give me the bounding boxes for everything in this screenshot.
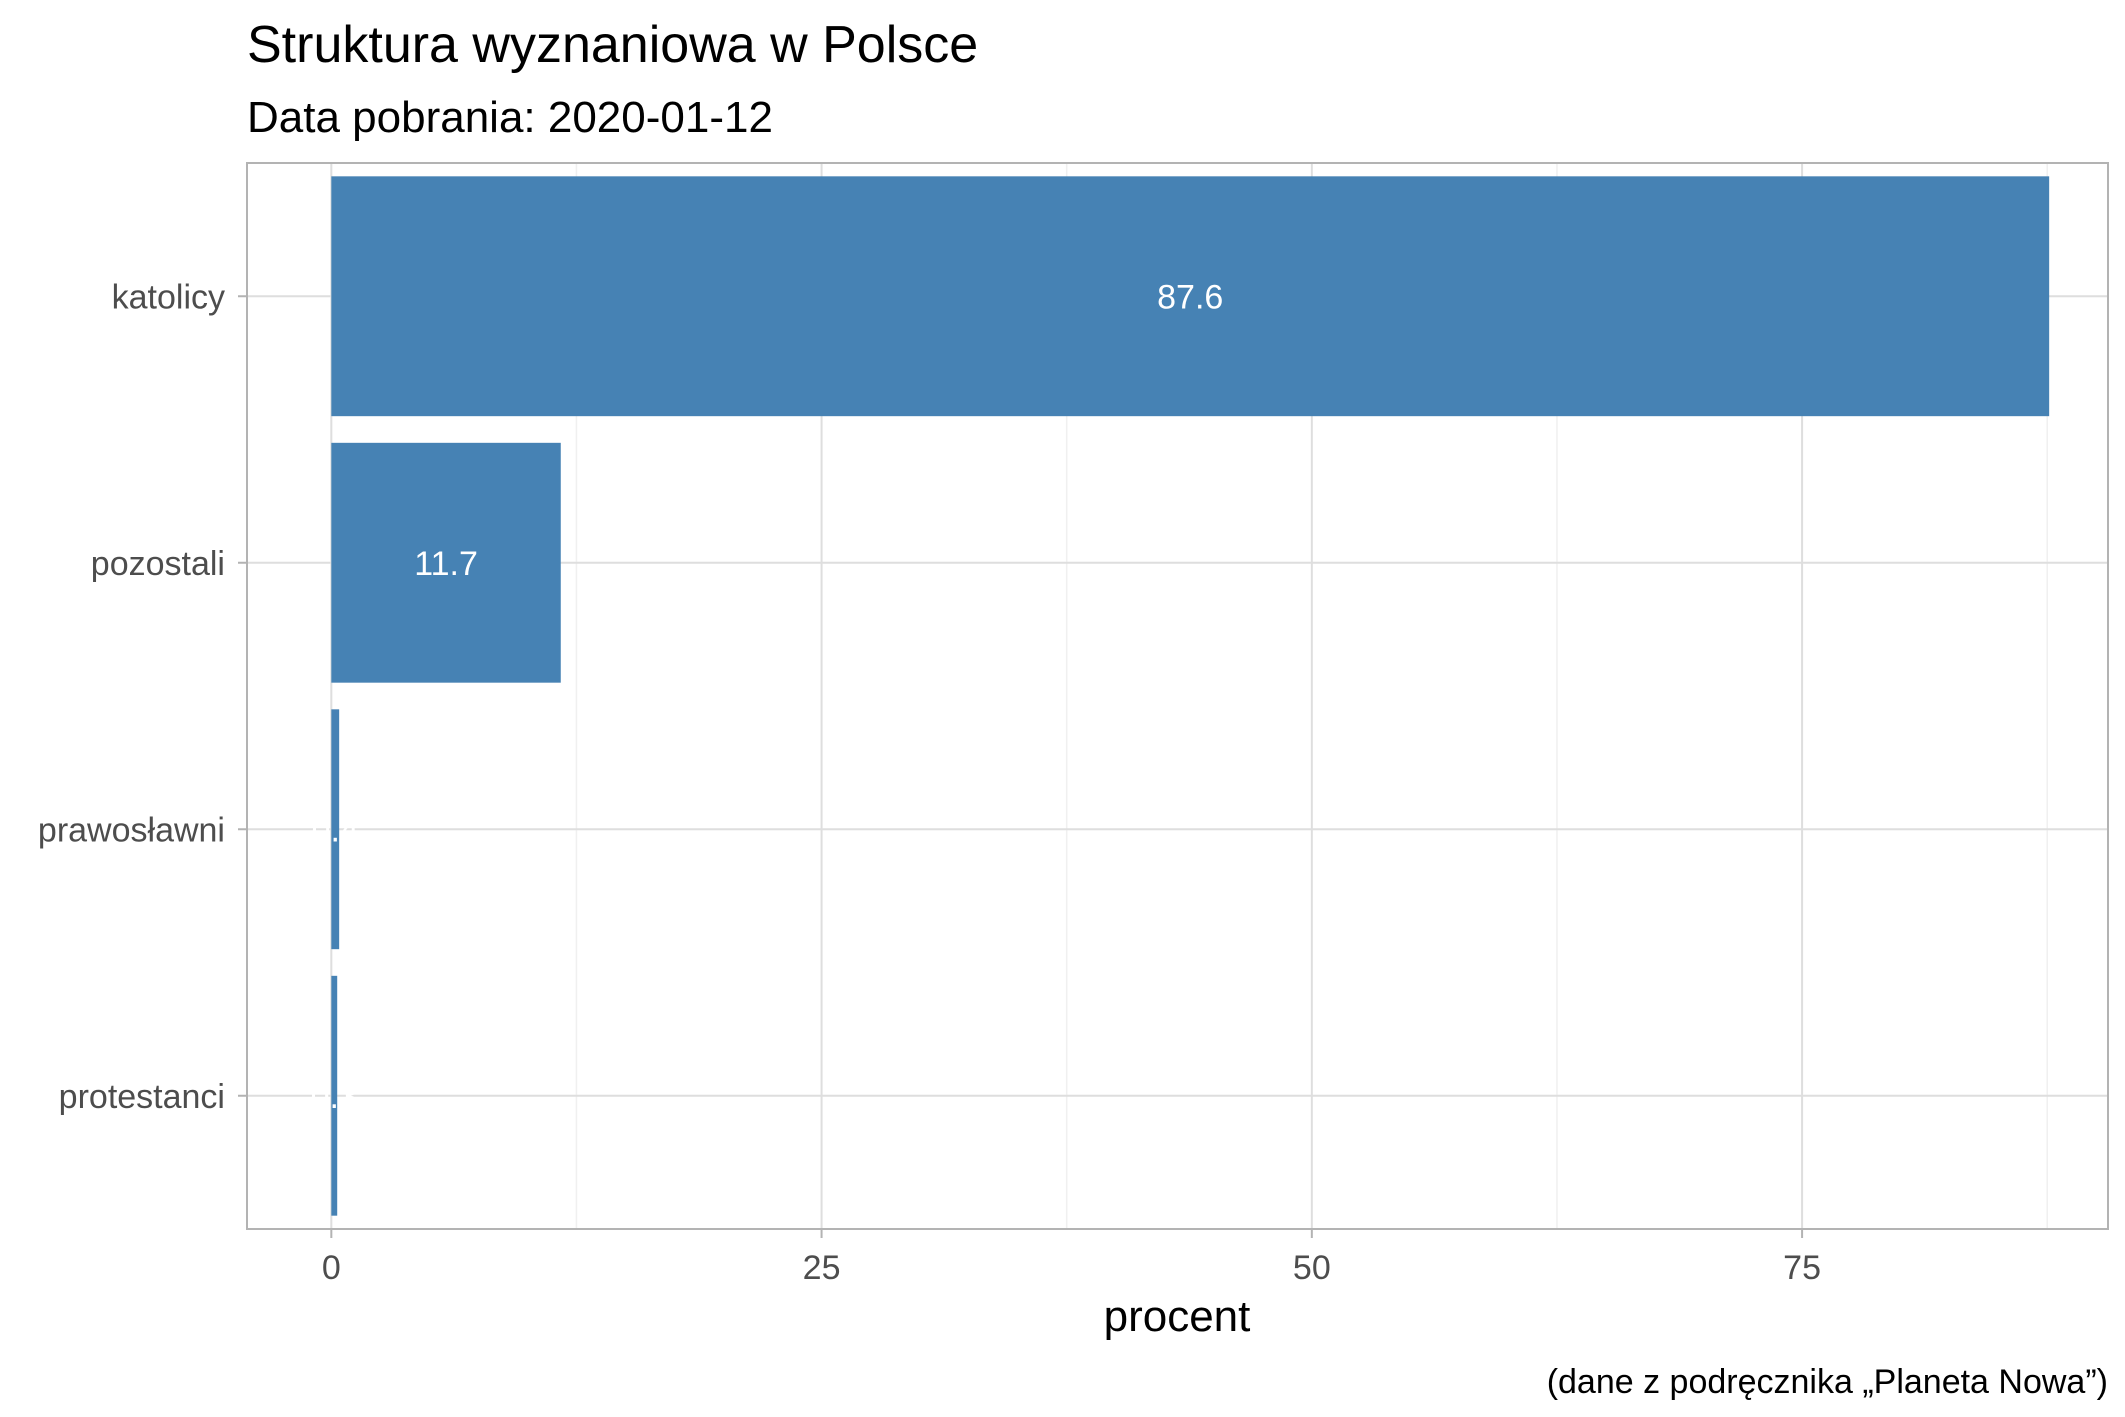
y-tick-label: prawosławni [38,811,225,849]
x-tick-label: 25 [803,1249,841,1287]
y-axis: katolicy pozostali prawosławni protestanci [38,278,247,1116]
chart-title: Struktura wyznaniowa w Polsce [247,16,978,74]
y-tick-label: protestanci [59,1078,225,1116]
x-tick-label: 75 [1783,1249,1821,1287]
bar-labels: 87.6 11.7 0.4 0.3 [311,278,1224,1116]
bar-value-label: 0.3 [311,1078,358,1116]
bar-value-label: 11.7 [414,545,478,583]
plot-border [246,162,2109,1230]
bar [331,442,561,683]
bar-value-label: 0.4 [312,811,359,849]
y-tick-label: pozostali [91,545,225,583]
y-tick-label: katolicy [112,278,225,316]
chart-caption: (dane z podręcznika „Planeta Nowa”) [1547,1363,2108,1401]
bar-value-label: 87.6 [1157,278,1223,316]
x-tick-label: 0 [322,1249,341,1287]
chart-subtitle: Data pobrania: 2020-01-12 [247,93,773,142]
x-tick-label: 50 [1293,1249,1331,1287]
x-axis: 0 25 50 75 [322,1229,1821,1287]
bar [331,709,340,950]
x-axis-label: procent [1104,1292,1251,1341]
bars [331,176,2050,1216]
bar [331,176,2050,417]
bar [331,975,338,1216]
